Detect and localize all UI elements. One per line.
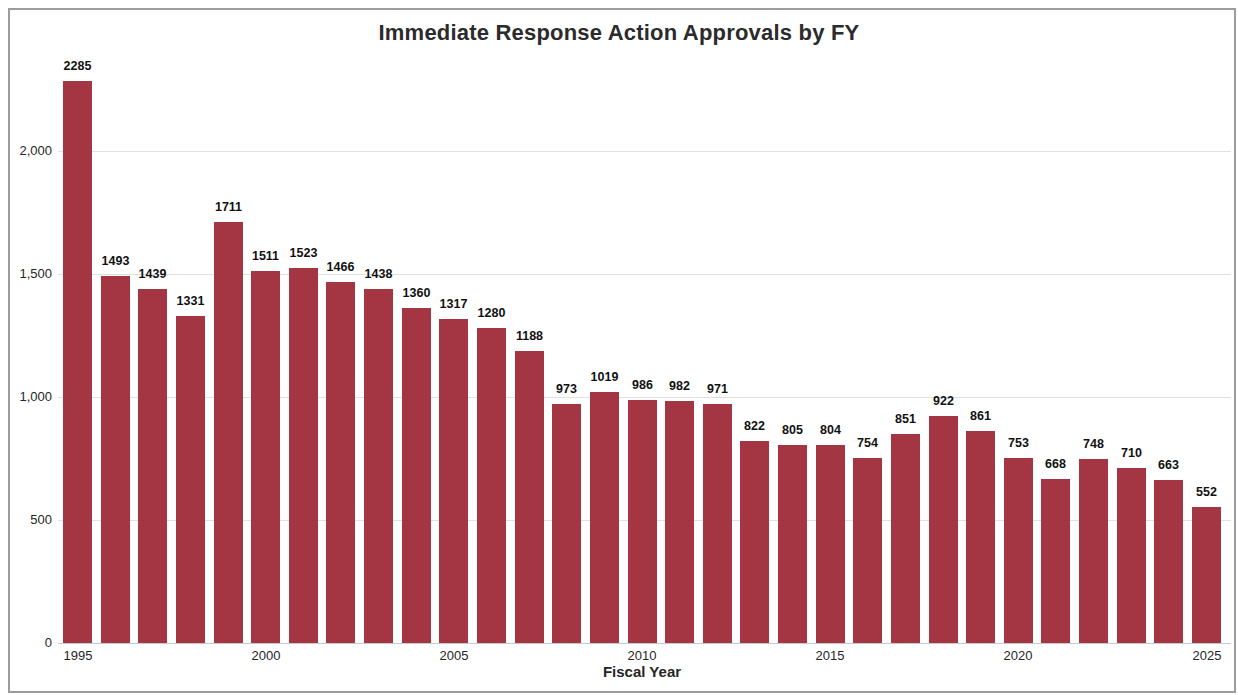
bar	[402, 308, 431, 643]
chart-figure: Immediate Response Action Approvals by F…	[0, 0, 1238, 695]
bar-value-label: 753	[995, 435, 1043, 451]
bar-value-label: 1331	[167, 293, 215, 309]
bar	[477, 328, 506, 643]
bar	[101, 276, 130, 643]
bar-value-label: 861	[957, 408, 1005, 424]
bar	[1004, 458, 1033, 643]
y-gridline	[58, 151, 1231, 152]
bar-value-label: 754	[844, 435, 892, 451]
bar	[929, 416, 958, 643]
bar	[966, 431, 995, 643]
bar-value-label: 1280	[468, 305, 516, 321]
x-axis-line	[58, 643, 1231, 644]
x-axis-tick-label: 2025	[1177, 648, 1237, 663]
x-axis-tick-label: 2005	[424, 648, 484, 663]
y-axis-tick-label: 1,000	[6, 388, 52, 406]
x-axis-tick-label: 1995	[48, 648, 108, 663]
bar-value-label: 1188	[506, 328, 554, 344]
bar	[1079, 459, 1108, 643]
bar-value-label: 971	[694, 381, 742, 397]
y-axis-tick-label: 1,500	[6, 265, 52, 283]
bar	[703, 404, 732, 643]
bar	[138, 289, 167, 643]
bar-value-label: 1439	[129, 266, 177, 282]
bar	[891, 434, 920, 643]
bar	[1117, 468, 1146, 643]
bar	[1154, 480, 1183, 643]
bar	[289, 268, 318, 643]
bar	[326, 282, 355, 643]
bar	[740, 441, 769, 643]
bar-value-label: 922	[920, 393, 968, 409]
bar	[63, 81, 92, 643]
bar	[364, 289, 393, 643]
bar	[1192, 507, 1221, 643]
x-axis-tick-label: 2010	[612, 648, 672, 663]
bar	[552, 404, 581, 643]
bar	[590, 392, 619, 643]
y-axis-tick-label: 0	[6, 634, 52, 652]
bar	[665, 401, 694, 643]
x-axis-tick-label: 2020	[988, 648, 1048, 663]
bar-value-label: 552	[1183, 484, 1231, 500]
y-axis-tick-label: 500	[6, 511, 52, 529]
bar-value-label: 851	[882, 411, 930, 427]
bar	[439, 319, 468, 643]
bar	[628, 400, 657, 643]
bar-value-label: 1711	[205, 199, 253, 215]
x-axis-tick-label: 2015	[800, 648, 860, 663]
bar-value-label: 1438	[355, 266, 403, 282]
bar	[853, 458, 882, 643]
bar	[214, 222, 243, 643]
bar-value-label: 668	[1032, 456, 1080, 472]
bar	[515, 351, 544, 643]
x-axis-title: Fiscal Year	[58, 663, 1226, 680]
plot-area: 05001,0001,5002,000228514931439133117111…	[0, 0, 1238, 695]
bar	[816, 445, 845, 643]
bar	[176, 316, 205, 643]
bar	[778, 445, 807, 643]
bar-value-label: 663	[1145, 457, 1193, 473]
bar-value-label: 2285	[54, 58, 102, 74]
bar	[1041, 479, 1070, 643]
x-axis-tick-label: 2000	[236, 648, 296, 663]
bar	[251, 271, 280, 643]
y-axis-tick-label: 2,000	[6, 142, 52, 160]
